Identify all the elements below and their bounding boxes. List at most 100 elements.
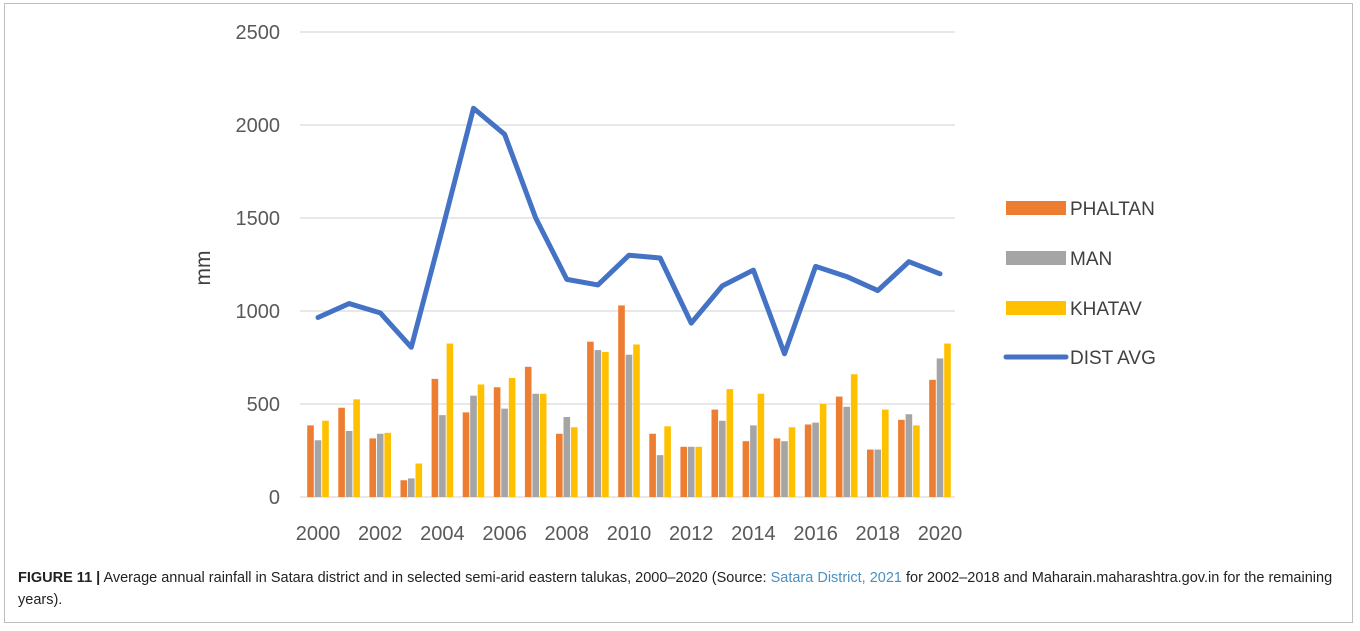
bar-man bbox=[376, 433, 384, 497]
bar-khatav bbox=[664, 426, 671, 497]
bar-phaltan bbox=[773, 438, 781, 497]
caption-text: Average annual rainfall in Satara distri… bbox=[100, 570, 771, 586]
bar-man bbox=[719, 420, 726, 497]
x-tick-label: 2004 bbox=[420, 523, 465, 545]
y-tick-label: 1000 bbox=[236, 301, 281, 323]
figure-frame bbox=[4, 3, 1353, 623]
bar-man bbox=[781, 441, 788, 497]
bar-khatav bbox=[415, 463, 423, 497]
bar-khatav bbox=[850, 374, 858, 497]
bar-khatav bbox=[539, 393, 547, 497]
bar-phaltan bbox=[462, 412, 470, 497]
x-tick-label: 2010 bbox=[607, 523, 652, 545]
bar-man bbox=[314, 440, 322, 497]
bar-phaltan bbox=[400, 480, 408, 497]
caption-text-end: for 2002–2018 and Maharain.maharashtra.g… bbox=[18, 570, 1333, 608]
bar-khatav bbox=[788, 427, 796, 497]
legend-swatch-man bbox=[1006, 251, 1066, 265]
bar-phaltan bbox=[431, 378, 439, 497]
bar-phaltan bbox=[867, 449, 874, 497]
bar-man bbox=[750, 425, 757, 497]
bar-khatav bbox=[322, 420, 329, 497]
x-tick-label: 2006 bbox=[482, 523, 527, 545]
bar-man bbox=[563, 417, 571, 497]
bar-khatav bbox=[633, 344, 640, 497]
y-axis-ticks: 0 500 1000 1500 2000 2500 bbox=[236, 22, 281, 509]
y-tick-label: 500 bbox=[247, 394, 280, 416]
bar-man bbox=[905, 414, 913, 497]
x-tick-label: 2020 bbox=[918, 523, 963, 545]
bar-phaltan bbox=[307, 425, 314, 497]
x-tick-label: 2002 bbox=[358, 523, 403, 545]
bar-khatav bbox=[477, 384, 485, 497]
bar-khatav bbox=[695, 446, 702, 497]
x-tick-label: 2014 bbox=[731, 523, 776, 545]
bar-phaltan bbox=[369, 438, 376, 497]
x-tick-label: 2000 bbox=[296, 523, 341, 545]
bar-khatav bbox=[571, 427, 578, 497]
bar-khatav bbox=[819, 404, 827, 497]
bar-khatav bbox=[602, 351, 609, 497]
x-tick-label: 2008 bbox=[545, 523, 590, 545]
bar-phaltan bbox=[929, 379, 936, 497]
bar-phaltan bbox=[804, 424, 812, 497]
bar-khatav bbox=[882, 409, 889, 497]
y-tick-label: 1500 bbox=[236, 208, 281, 230]
bar-man bbox=[345, 430, 353, 497]
legend-swatch-khatav bbox=[1006, 301, 1066, 315]
x-tick-label: 2016 bbox=[793, 523, 838, 545]
bars bbox=[307, 305, 951, 497]
y-tick-label: 0 bbox=[269, 487, 280, 509]
dist-avg-line bbox=[315, 105, 943, 357]
legend-label: MAN bbox=[1070, 249, 1112, 270]
bar-man bbox=[656, 455, 664, 497]
legend-swatch-phaltan bbox=[1006, 201, 1066, 215]
bar-man bbox=[594, 350, 602, 497]
bar-khatav bbox=[353, 399, 360, 497]
bar-phaltan bbox=[898, 419, 905, 497]
x-axis-ticks: 2000 2002 2004 2006 2008 2010 2012 2014 2016 2018… bbox=[296, 523, 963, 545]
bar-phaltan bbox=[524, 366, 532, 497]
bar-man bbox=[812, 422, 819, 497]
legend-label: KHATAV bbox=[1070, 299, 1142, 320]
bar-man bbox=[843, 406, 850, 497]
legend-label: PHALTAN bbox=[1070, 199, 1155, 220]
bar-phaltan bbox=[649, 433, 656, 497]
bar-phaltan bbox=[680, 446, 687, 497]
source-link[interactable]: Satara District, 2021 bbox=[770, 570, 902, 586]
y-tick-label: 2500 bbox=[236, 22, 281, 44]
bar-man bbox=[874, 449, 882, 497]
y-axis-label: mm bbox=[192, 251, 215, 286]
bar-man bbox=[625, 354, 633, 497]
bar-phaltan bbox=[711, 409, 719, 497]
bar-khatav bbox=[913, 425, 920, 497]
bar-man bbox=[936, 358, 944, 497]
bar-phaltan bbox=[742, 441, 750, 497]
bar-man bbox=[470, 395, 477, 497]
legend-label: DIST AVG bbox=[1070, 348, 1156, 369]
series-line-dist-avg bbox=[315, 105, 943, 357]
bar-khatav bbox=[384, 432, 391, 497]
y-tick-label: 2000 bbox=[236, 115, 281, 137]
bar-man bbox=[532, 393, 539, 497]
bar-man bbox=[408, 478, 415, 497]
bar-khatav bbox=[726, 389, 734, 497]
bar-khatav bbox=[757, 393, 765, 497]
legend: PHALTAN MAN KHATAV DIST AVG bbox=[1003, 199, 1156, 369]
bar-phaltan bbox=[835, 396, 843, 497]
bar-phaltan bbox=[338, 407, 345, 497]
bar-phaltan bbox=[493, 387, 501, 497]
bar-phaltan bbox=[618, 305, 625, 497]
x-tick-label: 2018 bbox=[856, 523, 901, 545]
bar-phaltan bbox=[587, 341, 594, 497]
x-tick-label: 2012 bbox=[669, 523, 714, 545]
bar-khatav bbox=[944, 343, 951, 497]
bar-man bbox=[439, 415, 446, 497]
bar-man bbox=[687, 446, 695, 497]
bar-khatav bbox=[446, 343, 454, 497]
bar-man bbox=[501, 408, 508, 497]
figure-label: FIGURE 11 | bbox=[18, 570, 101, 586]
bar-phaltan bbox=[556, 433, 563, 497]
bar-khatav bbox=[508, 377, 516, 497]
